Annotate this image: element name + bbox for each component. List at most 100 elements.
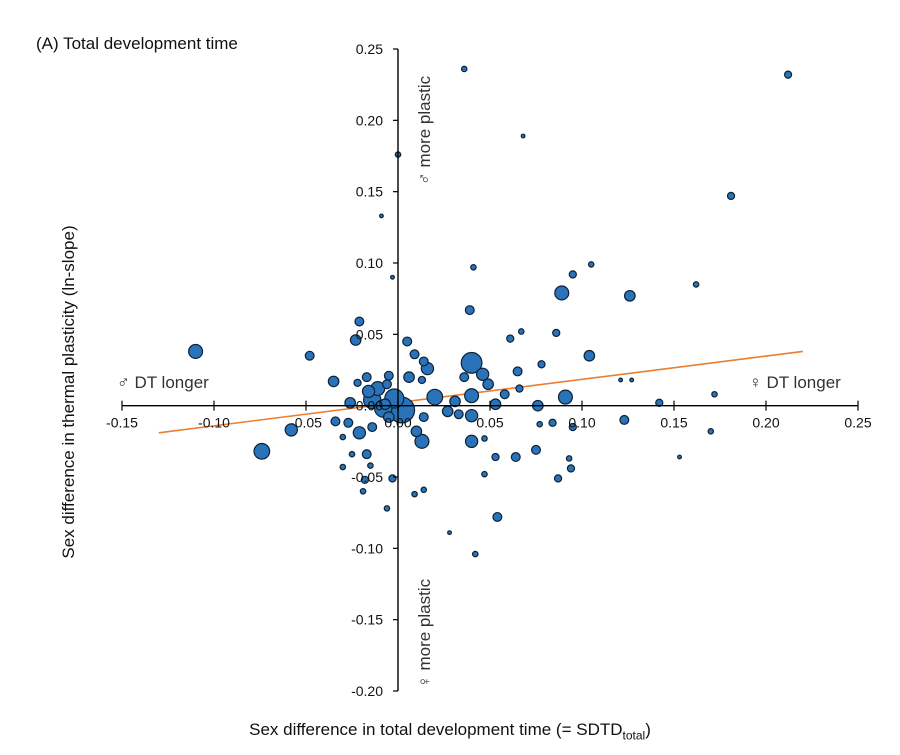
- data-point: [499, 389, 510, 400]
- data-point: [711, 390, 718, 398]
- data-point: [629, 377, 635, 383]
- x-axis-label-suffix: ): [645, 720, 651, 739]
- data-point: [470, 263, 477, 271]
- data-point: [361, 372, 372, 383]
- data-point: [409, 349, 420, 360]
- data-point: [677, 454, 682, 460]
- data-point: [566, 464, 576, 473]
- annotation-female-more-plastic: ♀ more plastic: [415, 578, 434, 688]
- data-point: [464, 408, 479, 423]
- trend-layer: [158, 350, 803, 434]
- data-point: [352, 426, 367, 440]
- data-point: [420, 486, 428, 494]
- x-tick-label: 0.05: [476, 415, 503, 431]
- y-tick-label: 0.05: [356, 326, 383, 342]
- x-tick-label: 0.00: [384, 415, 411, 431]
- points-layer: [188, 65, 793, 558]
- data-point: [403, 371, 415, 383]
- data-point: [330, 416, 341, 427]
- data-point: [460, 351, 483, 374]
- data-point: [464, 305, 475, 316]
- y-tick-label: 0.25: [356, 41, 383, 57]
- data-point: [359, 487, 367, 495]
- data-point: [354, 316, 365, 327]
- data-point: [553, 474, 563, 483]
- ticks-layer: -0.15 -0.10 -0.05 0.00 0.05 0.10 0.15 0.20 0.25 -…: [106, 41, 872, 699]
- data-point: [512, 366, 523, 377]
- data-point: [327, 375, 340, 388]
- data-point: [339, 463, 347, 471]
- data-point: [520, 133, 526, 139]
- data-point: [587, 261, 595, 268]
- data-point: [453, 409, 464, 420]
- x-tick-label: -0.05: [290, 415, 322, 431]
- data-point: [360, 475, 370, 485]
- y-tick-label: -0.15: [351, 612, 383, 628]
- panel-title: (A) Total development time: [36, 34, 238, 53]
- data-point: [548, 418, 557, 427]
- data-point: [441, 405, 454, 418]
- data-point: [344, 396, 357, 409]
- data-point: [517, 328, 525, 335]
- data-point: [471, 550, 479, 558]
- data-point: [726, 191, 736, 201]
- data-point: [361, 449, 372, 460]
- data-point: [414, 433, 430, 449]
- data-point: [402, 336, 413, 347]
- data-point: [418, 356, 429, 367]
- data-point: [378, 213, 384, 219]
- data-point: [707, 428, 715, 435]
- data-point: [349, 334, 362, 346]
- x-tick-label: -0.15: [106, 415, 138, 431]
- data-point: [339, 433, 347, 441]
- data-point: [475, 367, 490, 381]
- data-point: [383, 370, 394, 381]
- data-point: [188, 343, 204, 360]
- data-point: [618, 377, 624, 383]
- data-point: [418, 412, 429, 423]
- data-point: [510, 452, 521, 463]
- data-point: [348, 450, 356, 458]
- y-tick-label: -0.20: [351, 683, 383, 699]
- data-point: [482, 378, 495, 391]
- data-point: [343, 417, 354, 428]
- data-point: [481, 470, 488, 478]
- data-point: [537, 360, 546, 369]
- data-point: [383, 505, 391, 512]
- data-point: [367, 462, 374, 469]
- data-point: [284, 423, 298, 437]
- data-point: [426, 388, 444, 406]
- data-point: [381, 379, 392, 390]
- data-point: [530, 444, 541, 455]
- data-point: [568, 270, 577, 279]
- data-point: [304, 350, 315, 361]
- data-point: [481, 435, 488, 442]
- data-point: [554, 285, 570, 301]
- data-point: [783, 70, 793, 79]
- y-tick-label: 0.15: [356, 184, 383, 200]
- annotation-male-dt-longer: ♂ DT longer: [117, 373, 209, 392]
- data-point: [353, 378, 362, 387]
- x-axis-label: Sex difference in total development time…: [0, 720, 900, 742]
- y-tick-label: 0.20: [356, 112, 383, 128]
- annotation-female-dt-longer: ♀ DT longer: [749, 373, 841, 392]
- data-point: [460, 65, 468, 73]
- data-point: [410, 425, 423, 438]
- data-point: [568, 422, 577, 432]
- data-point: [382, 411, 395, 423]
- x-tick-label: 0.15: [660, 415, 687, 431]
- data-point: [253, 442, 271, 460]
- data-point: [565, 455, 573, 462]
- data-point: [367, 422, 378, 433]
- y-tick-label: -0.05: [351, 469, 383, 485]
- data-point: [491, 452, 500, 462]
- x-tick-label: -0.10: [198, 415, 230, 431]
- data-point: [411, 490, 418, 498]
- data-point: [619, 414, 630, 425]
- y-tick-label: -0.10: [351, 540, 383, 556]
- data-point: [464, 434, 479, 449]
- x-axis-label-text: Sex difference in total development time…: [249, 720, 623, 739]
- axes-layer: [122, 49, 858, 691]
- data-point: [552, 328, 561, 338]
- data-point: [692, 281, 700, 288]
